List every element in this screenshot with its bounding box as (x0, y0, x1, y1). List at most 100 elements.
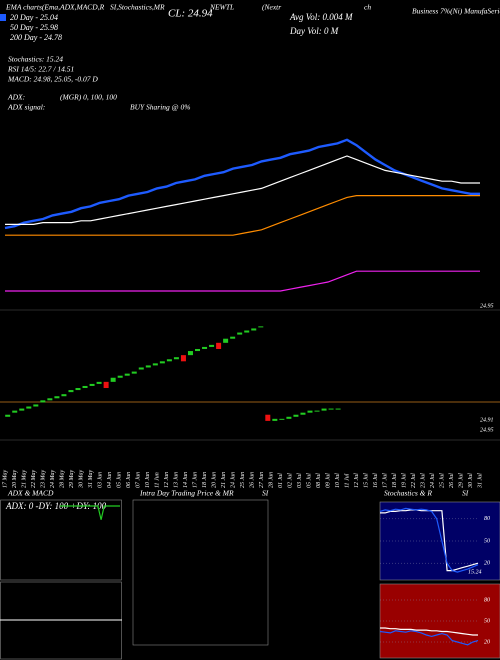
panel-background (379, 501, 500, 581)
date-label: 03 Jun (97, 472, 103, 488)
info: (MGR) 0, 100, 100 (60, 93, 117, 102)
candle-body (293, 414, 299, 417)
date-label: 09 Jul (325, 473, 331, 488)
series-line (4, 138, 480, 230)
candle-body (202, 346, 208, 349)
candle-body (131, 371, 137, 374)
candle-body (152, 363, 158, 366)
candle-body (61, 394, 67, 397)
candle-body (307, 410, 313, 413)
y-tick-label: 80 (484, 597, 490, 603)
date-label: 26 Jun (249, 472, 255, 488)
info: ADX signal: (7, 103, 45, 112)
candle-body (12, 410, 18, 413)
candle-body (209, 344, 215, 347)
candle-body (103, 381, 109, 389)
date-label: 12 Jun (164, 472, 170, 488)
date-label: 19 Jul (401, 473, 407, 488)
date-label: 10 Jul (335, 473, 341, 488)
date-label: 02 Jul (287, 473, 293, 488)
y-tick-label: 50 (484, 618, 490, 624)
legend-label: 200 Day - 24.78 (10, 33, 62, 42)
date-label: 17 May (2, 470, 8, 488)
date-label: 29 Jul (458, 473, 464, 488)
candle-body (328, 408, 334, 410)
date-label: 20 Jun (211, 472, 217, 488)
candle-body (237, 332, 243, 335)
info: MACD: 24.98, 25.05, -0.07 D (7, 75, 98, 84)
info: RSI 14/5: 22.7 / 14.51 (7, 65, 74, 74)
adx-panel (0, 499, 122, 581)
date-label: 22 May (31, 470, 37, 488)
date-label: 14 Jun (182, 472, 189, 488)
candle-body (195, 348, 201, 352)
candle-body (258, 326, 264, 328)
date-label: 13 Jun (173, 472, 179, 488)
candle-body (272, 418, 278, 421)
series-line (379, 630, 479, 646)
date-label: 04 Jun (106, 472, 113, 488)
day-vol: Day Vol: 0 M (289, 26, 339, 36)
candle-body (5, 414, 11, 417)
panel-title: ADX & MACD (7, 489, 54, 498)
candle-body (159, 361, 165, 364)
candle-body (166, 359, 172, 362)
header-name: (Nextr (262, 3, 281, 12)
price-label: 24.95 (480, 426, 494, 433)
value-label: 15.24 (468, 568, 482, 575)
candle-body (244, 330, 250, 333)
header-sector: Business 7%(Ni) ManufaSeries (412, 7, 500, 16)
date-label: 23 Jul (420, 473, 426, 488)
candle-body (117, 375, 123, 378)
series-line (380, 627, 478, 636)
legend-label: 20 Day - 25.04 (10, 13, 58, 22)
candle-body (124, 373, 130, 376)
candle-body (26, 406, 32, 409)
date-label: 30 May (78, 470, 84, 489)
candle-body (216, 342, 222, 349)
info: ADX: (7, 93, 25, 102)
intraday-panel (132, 499, 269, 646)
date-label: 07 Jun (135, 472, 141, 488)
candle-body (286, 416, 292, 419)
date-label: 21 May (21, 470, 27, 488)
date-label: 05 Jul (306, 473, 312, 488)
y-tick-label: 20 (484, 639, 490, 645)
candle-body (33, 404, 39, 407)
candle-body (321, 408, 327, 411)
date-label: 27 Jun (259, 472, 265, 488)
date-label: 23 May (40, 470, 46, 488)
candle-body (251, 328, 257, 331)
candle-body (279, 418, 285, 420)
date-label: 29 May (69, 470, 75, 488)
y-tick-label: 20 (484, 561, 490, 567)
date-label: 10 Jun (145, 472, 151, 488)
candle-body (300, 412, 306, 415)
date-label: 31 Jul (477, 473, 483, 489)
date-label: 22 Jul (411, 473, 417, 488)
date-label: 12 Jul (354, 473, 360, 488)
header-name2: ch (364, 3, 371, 12)
candle-body (40, 400, 46, 403)
candle-body (265, 414, 271, 421)
candle-body (180, 355, 186, 362)
date-label: 16 Jul (373, 473, 379, 488)
candle-body (173, 357, 179, 360)
series-line (5, 155, 480, 225)
date-label: 17 Jun (192, 472, 198, 488)
date-label: 06 Jun (126, 472, 132, 488)
date-label: 18 Jun (202, 472, 208, 488)
date-label: 17 Jul (382, 473, 388, 488)
candle-body (68, 390, 74, 393)
panel-title: Intra Day Trading Price & MR (139, 489, 234, 498)
price-label: 24.91 (480, 416, 494, 423)
candle-body (110, 377, 116, 382)
date-label: 18 Jul (392, 473, 398, 488)
date-label: 31 May (88, 470, 94, 489)
date-label: 03 Jul (297, 473, 303, 488)
date-label: 11 Jul (344, 473, 350, 488)
panel-title: SI (462, 489, 469, 498)
date-label: 25 Jun (240, 472, 246, 488)
header-symbol: NEWTL (209, 3, 234, 12)
